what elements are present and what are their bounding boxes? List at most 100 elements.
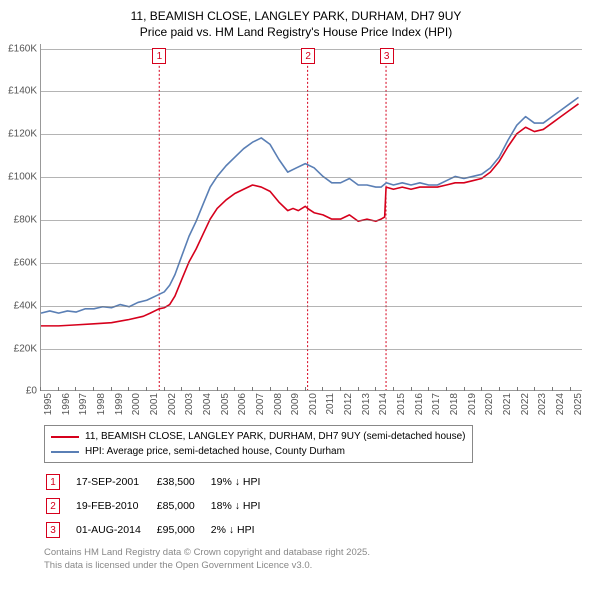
x-axis-label: 1998 bbox=[96, 393, 107, 415]
title-line-1: 11, BEAMISH CLOSE, LANGLEY PARK, DURHAM,… bbox=[4, 8, 588, 24]
footer-line-1: Contains HM Land Registry data © Crown c… bbox=[44, 547, 588, 560]
x-axis-label: 2003 bbox=[184, 393, 195, 415]
x-axis-label: 2006 bbox=[237, 393, 248, 415]
x-tick bbox=[570, 387, 571, 391]
x-axis-label: 2001 bbox=[149, 393, 160, 415]
x-tick bbox=[75, 387, 76, 391]
sale-delta: 19% ↓ HPI bbox=[211, 471, 275, 493]
table-row: 117-SEP-2001£38,50019% ↓ HPI bbox=[46, 471, 274, 493]
x-tick bbox=[358, 387, 359, 391]
x-tick bbox=[164, 387, 165, 391]
table-row: 219-FEB-2010£85,00018% ↓ HPI bbox=[46, 495, 274, 517]
gridline bbox=[41, 134, 582, 135]
x-tick bbox=[252, 387, 253, 391]
y-axis-label: £160K bbox=[8, 43, 41, 54]
x-axis-label: 1997 bbox=[78, 393, 89, 415]
title-line-2: Price paid vs. HM Land Registry's House … bbox=[4, 24, 588, 40]
x-tick bbox=[428, 387, 429, 391]
x-axis-label: 2004 bbox=[202, 393, 213, 415]
x-axis-label: 2013 bbox=[361, 393, 372, 415]
x-tick bbox=[234, 387, 235, 391]
chart-area: £0£20K£40K£60K£80K£100K£120K£140K£160K12… bbox=[40, 44, 582, 419]
x-axis-label: 2007 bbox=[255, 393, 266, 415]
series-price-paid bbox=[41, 104, 579, 326]
sale-date: 19-FEB-2010 bbox=[76, 495, 155, 517]
legend-swatch bbox=[51, 451, 79, 453]
x-axis-label: 2000 bbox=[131, 393, 142, 415]
x-axis-label: 2020 bbox=[484, 393, 495, 415]
sale-marker-badge: 1 bbox=[152, 48, 166, 64]
table-row: 301-AUG-2014£95,0002% ↓ HPI bbox=[46, 519, 274, 541]
x-axis-label: 2025 bbox=[573, 393, 584, 415]
footer-line-2: This data is licensed under the Open Gov… bbox=[44, 560, 588, 573]
chart-title: 11, BEAMISH CLOSE, LANGLEY PARK, DURHAM,… bbox=[4, 8, 588, 40]
sale-delta: 18% ↓ HPI bbox=[211, 495, 275, 517]
x-tick bbox=[217, 387, 218, 391]
x-tick bbox=[305, 387, 306, 391]
x-tick bbox=[340, 387, 341, 391]
x-tick bbox=[40, 387, 41, 391]
x-axis-label: 2010 bbox=[308, 393, 319, 415]
sale-date: 17-SEP-2001 bbox=[76, 471, 155, 493]
x-tick bbox=[464, 387, 465, 391]
plot-area: £0£20K£40K£60K£80K£100K£120K£140K£160K12… bbox=[40, 44, 582, 391]
x-tick bbox=[375, 387, 376, 391]
y-axis-label: £80K bbox=[14, 215, 41, 226]
x-axis-label: 1995 bbox=[43, 393, 54, 415]
sale-price: £38,500 bbox=[157, 471, 209, 493]
sale-marker-badge: 2 bbox=[301, 48, 315, 64]
x-tick bbox=[534, 387, 535, 391]
x-tick bbox=[199, 387, 200, 391]
series-hpi bbox=[41, 98, 579, 314]
x-tick bbox=[58, 387, 59, 391]
x-tick bbox=[499, 387, 500, 391]
y-axis-label: £100K bbox=[8, 172, 41, 183]
gridline bbox=[41, 263, 582, 264]
chart-svg bbox=[41, 44, 582, 390]
legend-item: 11, BEAMISH CLOSE, LANGLEY PARK, DURHAM,… bbox=[51, 429, 466, 444]
legend-item: HPI: Average price, semi-detached house,… bbox=[51, 444, 466, 459]
x-axis-label: 2012 bbox=[343, 393, 354, 415]
gridline bbox=[41, 91, 582, 92]
x-axis-label: 2018 bbox=[449, 393, 460, 415]
x-tick bbox=[128, 387, 129, 391]
x-tick bbox=[446, 387, 447, 391]
x-axis-label: 1996 bbox=[61, 393, 72, 415]
x-axis-label: 2015 bbox=[396, 393, 407, 415]
y-axis-label: £20K bbox=[14, 343, 41, 354]
gridline bbox=[41, 177, 582, 178]
x-axis-label: 2011 bbox=[325, 393, 336, 415]
x-axis-label: 2017 bbox=[431, 393, 442, 415]
legend-swatch bbox=[51, 436, 79, 438]
x-axis-label: 2016 bbox=[414, 393, 425, 415]
y-axis-label: £0 bbox=[26, 386, 41, 397]
legend-label: HPI: Average price, semi-detached house,… bbox=[85, 444, 345, 459]
sale-marker-badge: 3 bbox=[380, 48, 394, 64]
sale-date: 01-AUG-2014 bbox=[76, 519, 155, 541]
x-axis-label: 2022 bbox=[520, 393, 531, 415]
x-axis-label: 2002 bbox=[167, 393, 178, 415]
x-tick bbox=[393, 387, 394, 391]
y-axis-label: £60K bbox=[14, 257, 41, 268]
x-tick bbox=[146, 387, 147, 391]
y-axis-label: £140K bbox=[8, 86, 41, 97]
x-tick bbox=[552, 387, 553, 391]
x-tick bbox=[270, 387, 271, 391]
gridline bbox=[41, 220, 582, 221]
x-axis-label: 2014 bbox=[378, 393, 389, 415]
x-axis-label: 2023 bbox=[537, 393, 548, 415]
y-axis-label: £40K bbox=[14, 300, 41, 311]
sale-badge: 2 bbox=[46, 498, 60, 514]
x-axis-label: 1999 bbox=[114, 393, 125, 415]
x-tick bbox=[181, 387, 182, 391]
x-axis-label: 2009 bbox=[290, 393, 301, 415]
footer-attribution: Contains HM Land Registry data © Crown c… bbox=[44, 547, 588, 573]
x-axis-label: 2008 bbox=[273, 393, 284, 415]
sales-table: 117-SEP-2001£38,50019% ↓ HPI 2 19-FEB-2010… bbox=[44, 469, 276, 543]
x-tick bbox=[322, 387, 323, 391]
gridline bbox=[41, 306, 582, 307]
x-axis-labels: 1995 1996 1997 1998 1999 2000 2001 2002 2003 2004… bbox=[40, 391, 582, 419]
sale-badge: 3 bbox=[46, 522, 60, 538]
x-axis-label: 2005 bbox=[220, 393, 231, 415]
x-tick bbox=[517, 387, 518, 391]
